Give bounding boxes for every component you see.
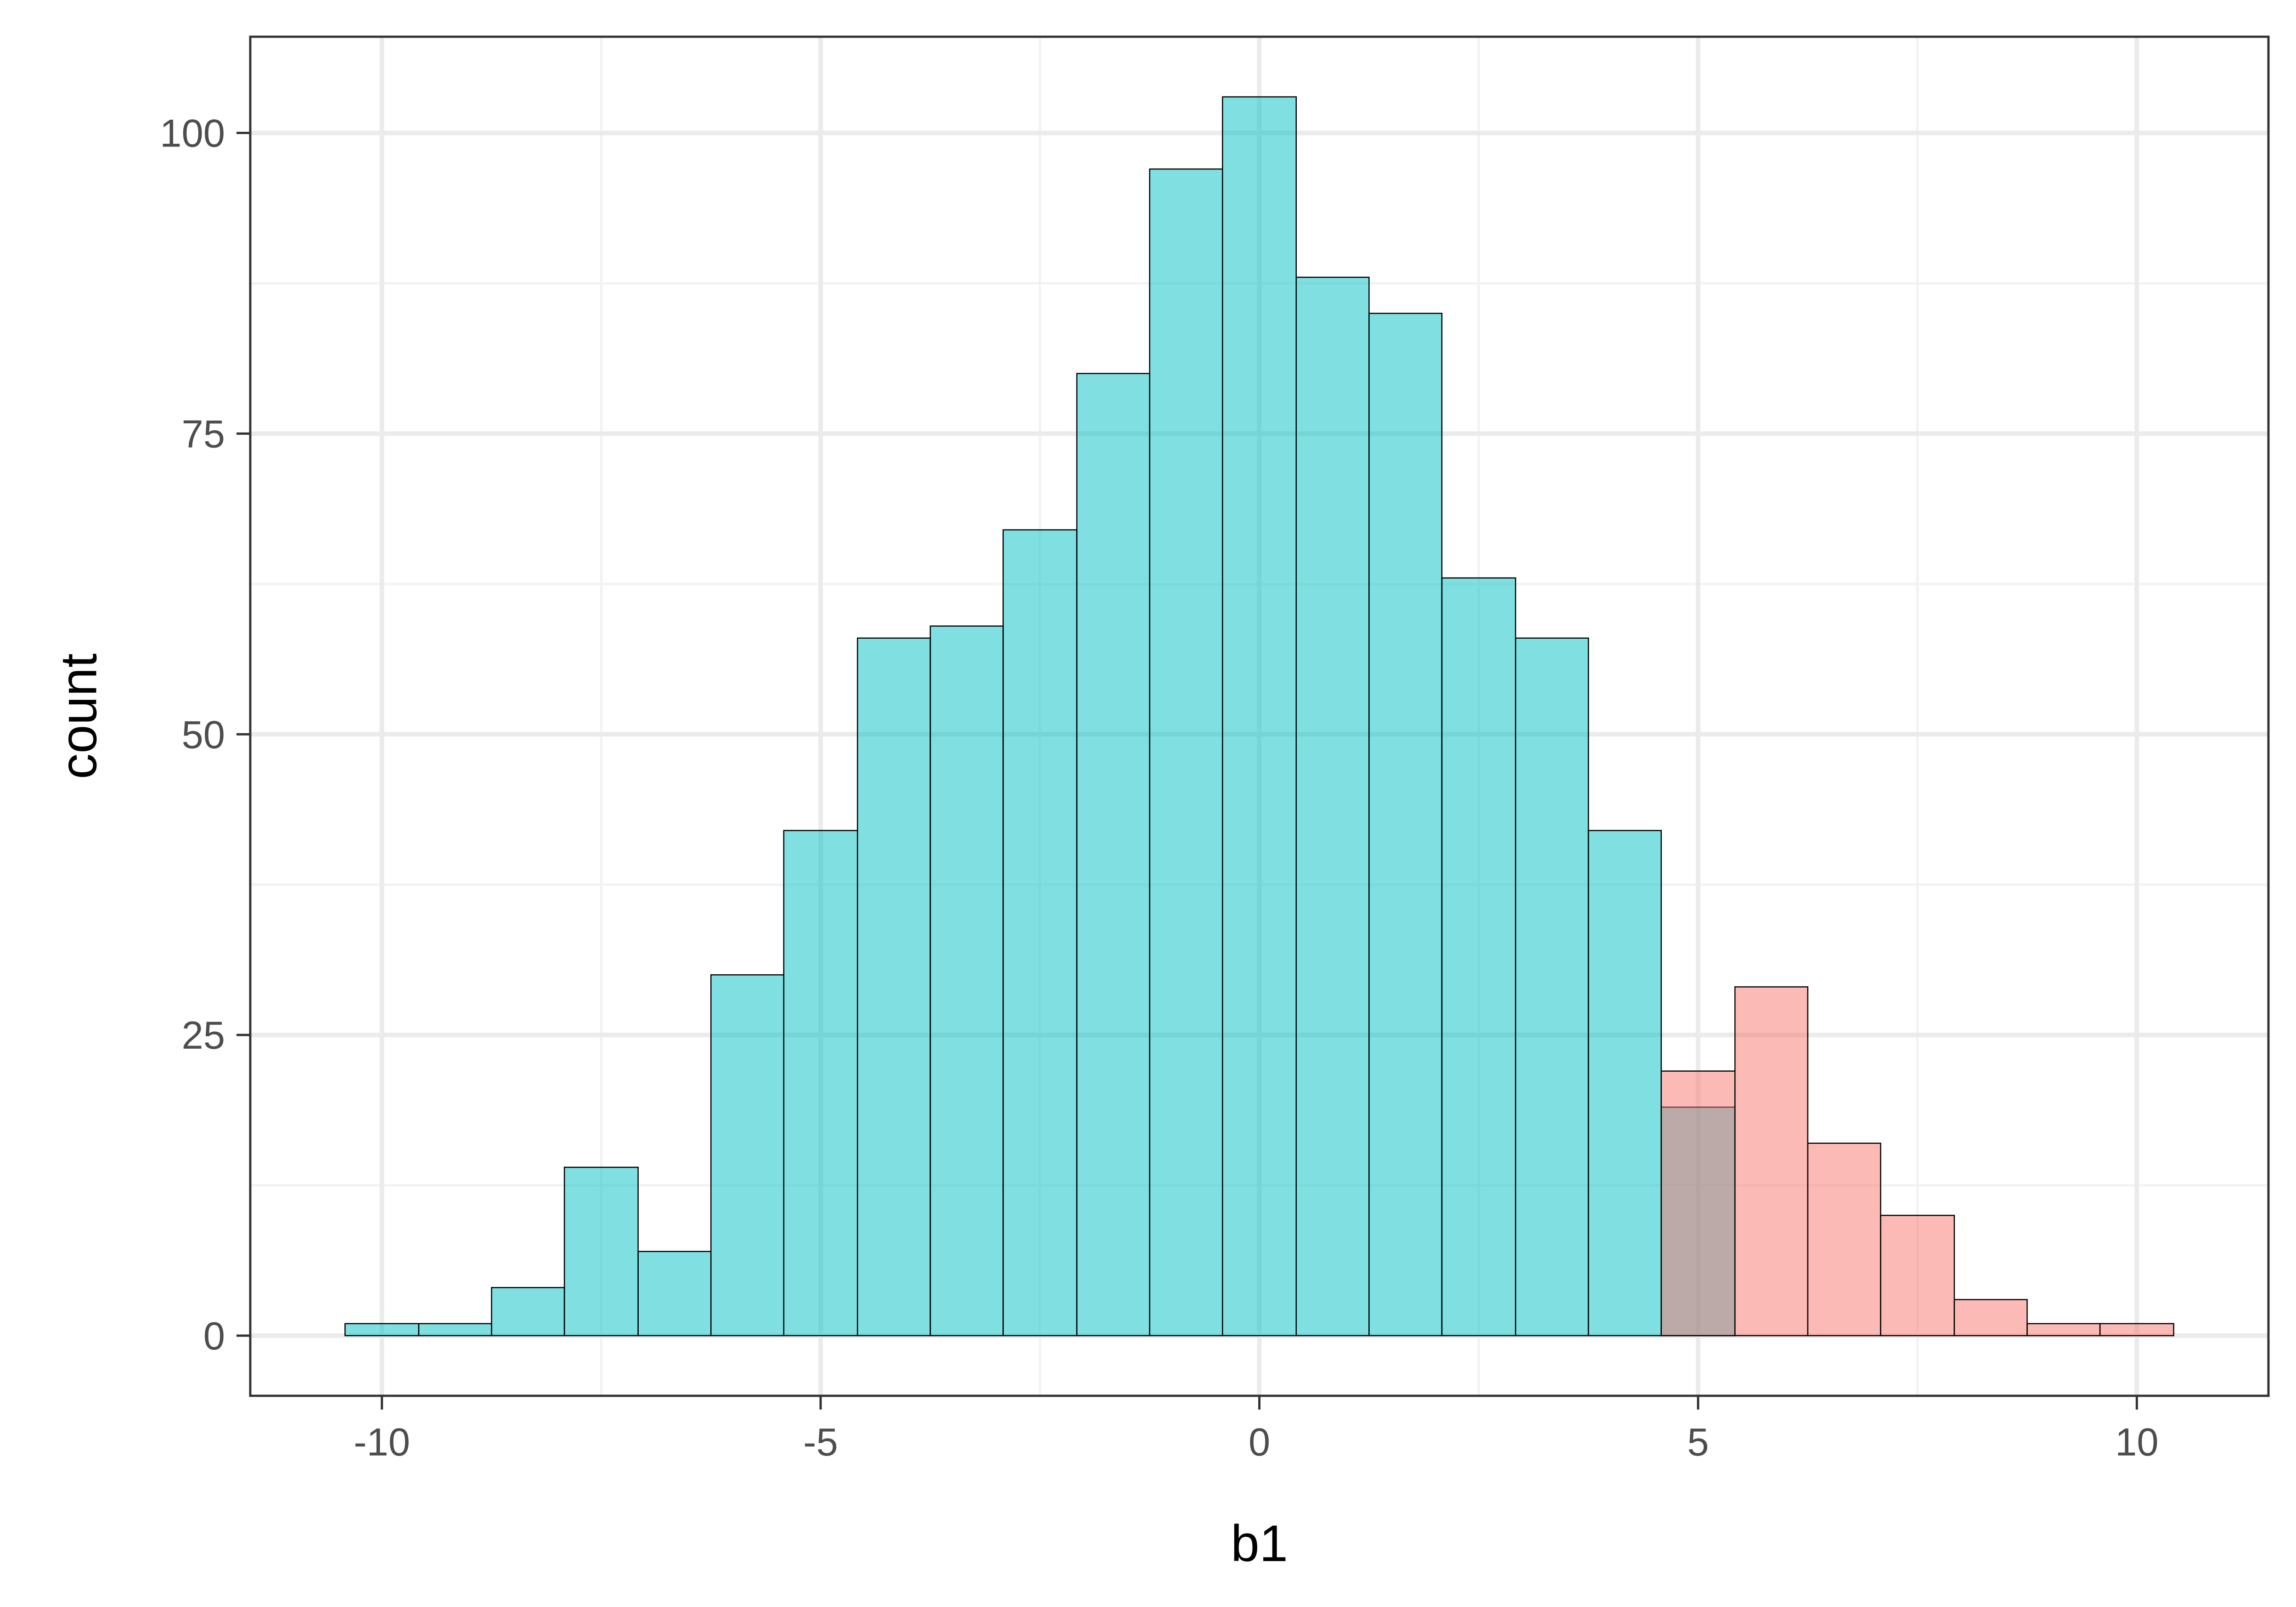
y-tick-label: 100	[160, 112, 225, 156]
y-tick-label: 0	[203, 1315, 225, 1358]
x-tick-label: -5	[803, 1421, 838, 1464]
histogram-bar	[2099, 1323, 2174, 1337]
y-tick-label: 75	[181, 412, 225, 456]
histogram-bar	[1368, 313, 1443, 1337]
x-axis-title: b1	[1231, 1515, 1288, 1572]
histogram-bar	[2026, 1323, 2101, 1337]
histogram-bar	[1441, 577, 1516, 1337]
histogram-bar	[1953, 1299, 2028, 1337]
x-tick-label: 5	[1687, 1421, 1709, 1464]
histogram-bars	[344, 96, 2174, 1337]
histogram-bar	[1660, 1070, 1736, 1337]
histogram-bar	[1880, 1214, 1955, 1337]
histogram-bar	[1807, 1142, 1881, 1337]
histogram-bar	[929, 625, 1004, 1337]
histogram-bar	[1734, 986, 1809, 1337]
histogram-bar	[637, 1251, 712, 1337]
histogram-bar	[1002, 529, 1078, 1337]
y-axis-title: count	[50, 653, 107, 779]
histogram-bar	[857, 637, 931, 1337]
histogram-bar	[1221, 96, 1297, 1337]
y-tick-label: 50	[181, 713, 225, 757]
histogram-bar	[344, 1323, 420, 1337]
axis-ticks	[236, 132, 2138, 1410]
histogram-bar	[1587, 830, 1662, 1337]
x-tick-label: 10	[2115, 1421, 2159, 1464]
histogram-bar	[1295, 276, 1370, 1337]
histogram-bar	[563, 1167, 639, 1337]
histogram-bar	[1149, 168, 1223, 1337]
histogram-bar	[491, 1287, 565, 1337]
x-tick-label: 0	[1249, 1421, 1270, 1464]
histogram-bar	[1076, 373, 1150, 1337]
histogram-bar	[1515, 637, 1589, 1337]
y-tick-label: 25	[181, 1014, 225, 1057]
histogram-bar	[783, 830, 858, 1337]
histogram-bar	[418, 1323, 492, 1337]
x-tick-label: -10	[354, 1421, 410, 1464]
histogram-bar	[710, 974, 785, 1337]
